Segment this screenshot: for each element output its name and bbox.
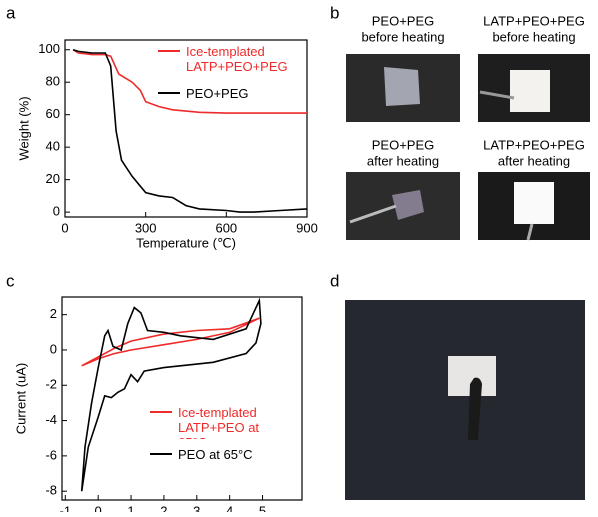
y-tick-label: 60 (46, 106, 60, 121)
photo (478, 54, 590, 122)
caption: after heating (367, 153, 439, 168)
legend-entry: PEO+PEG (186, 86, 249, 101)
x-tick-label: 4 (226, 503, 233, 512)
x-tick-label: 300 (135, 220, 157, 235)
data-line (72, 49, 307, 114)
x-tick-label: 2 (160, 503, 167, 512)
y-axis-label: Current (uA) (13, 363, 28, 435)
data-line (81, 317, 260, 367)
photo (346, 54, 460, 122)
y-tick-label: -8 (45, 483, 57, 498)
caption: LATP+PEO+PEG (483, 137, 585, 152)
plot-frame (64, 39, 308, 218)
x-tick-label: 600 (215, 220, 237, 235)
legend-entry: Ice-templated LATP+PEO at 65°C (178, 405, 260, 439)
caption: LATP+PEO+PEG (483, 13, 585, 28)
caption: PEO+PEG (372, 13, 435, 28)
panel-label: c (6, 271, 15, 290)
data-line (72, 48, 308, 213)
legend-label: Ice-templated LATP+PEO at 65°C (178, 405, 260, 439)
legend-entry: Ice-templated LATP+PEO+PEG (186, 44, 288, 74)
x-tick-label: 3 (193, 503, 200, 512)
y-tick-label: 0 (50, 341, 57, 356)
x-axis-label: Temperature (℃) (136, 235, 236, 250)
panel-label: a (6, 3, 16, 22)
photo (345, 300, 585, 500)
y-tick-label: -4 (45, 412, 57, 427)
y-tick-label: 2 (50, 306, 57, 321)
legend-label: PEO+PEG (186, 86, 249, 101)
y-tick-label: 100 (38, 41, 60, 56)
caption: before heating (492, 29, 575, 44)
y-tick-label: 0 (53, 204, 60, 219)
x-tick-label: -1 (60, 503, 72, 512)
legend-label: PEO at 65°C (178, 447, 253, 462)
panel-label: b (330, 3, 339, 22)
x-tick-label: 900 (296, 220, 318, 235)
caption: before heating (361, 29, 444, 44)
legend-label: Ice-templated LATP+PEO+PEG (186, 44, 288, 74)
y-axis-label: Weight (%) (16, 96, 31, 160)
y-tick-label: 20 (46, 171, 60, 186)
legend-entry: PEO at 65°C (178, 447, 253, 462)
y-tick-label: 80 (46, 74, 60, 89)
plot-frame (61, 296, 303, 501)
x-tick-label: 0 (61, 220, 68, 235)
y-tick-label: 40 (46, 139, 60, 154)
x-tick-label: 0 (95, 503, 102, 512)
data-line (80, 297, 262, 492)
x-tick-label: 5 (259, 503, 266, 512)
caption: PEO+PEG (372, 137, 435, 152)
y-tick-label: -6 (45, 447, 57, 462)
photo (478, 172, 590, 241)
x-tick-label: 1 (127, 503, 134, 512)
caption: after heating (498, 153, 570, 168)
panel-label: d (330, 271, 339, 290)
y-tick-label: -2 (45, 377, 57, 392)
photo (346, 172, 460, 240)
